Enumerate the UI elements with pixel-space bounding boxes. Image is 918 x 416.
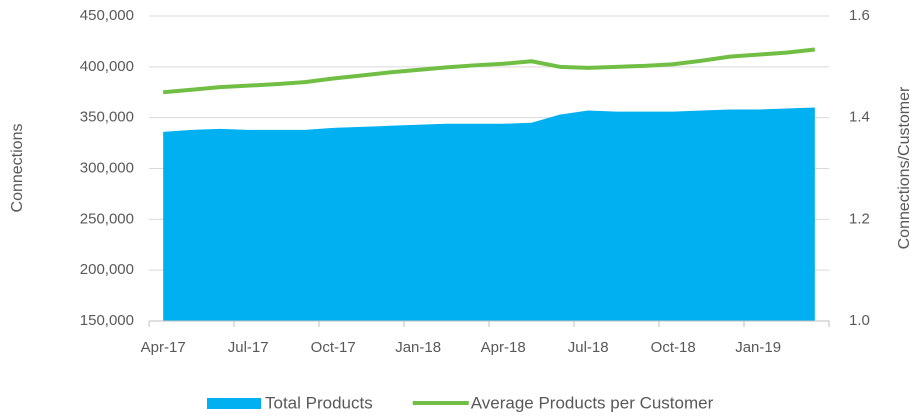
legend-swatch bbox=[207, 398, 261, 409]
y-tick-label: 400,000 bbox=[80, 58, 134, 75]
y2-tick-label: 1.0 bbox=[849, 312, 870, 329]
x-tick-label: Jul-18 bbox=[568, 339, 609, 356]
x-tick-label: Jul-17 bbox=[228, 339, 269, 356]
x-tick-label: Apr-18 bbox=[481, 339, 526, 356]
x-tick-label: Jan-18 bbox=[395, 339, 441, 356]
y-tick-label: 150,000 bbox=[80, 312, 134, 329]
x-tick-label: Apr-17 bbox=[141, 339, 186, 356]
x-tick-label: Oct-17 bbox=[311, 339, 356, 356]
y-tick-label: 450,000 bbox=[80, 7, 134, 24]
y-tick-label: 350,000 bbox=[80, 109, 134, 126]
x-tick-label: Oct-18 bbox=[651, 339, 696, 356]
y2-tick-label: 1.6 bbox=[849, 7, 870, 24]
y-axis-label: Connections bbox=[9, 124, 26, 213]
y2-tick-label: 1.2 bbox=[849, 210, 870, 227]
y2-axis-label: Connections/Customer bbox=[896, 86, 913, 249]
line bbox=[162, 47, 816, 95]
y-tick-label: 200,000 bbox=[80, 261, 134, 278]
y-tick-label: 250,000 bbox=[80, 210, 134, 227]
legend-label: Total Products bbox=[265, 393, 373, 412]
area bbox=[163, 107, 815, 321]
y-tick-label: 300,000 bbox=[80, 159, 134, 176]
legend-label: Average Products per Customer bbox=[471, 393, 714, 412]
y2-tick-label: 1.4 bbox=[849, 109, 870, 126]
x-tick-label: Jan-19 bbox=[735, 339, 781, 356]
